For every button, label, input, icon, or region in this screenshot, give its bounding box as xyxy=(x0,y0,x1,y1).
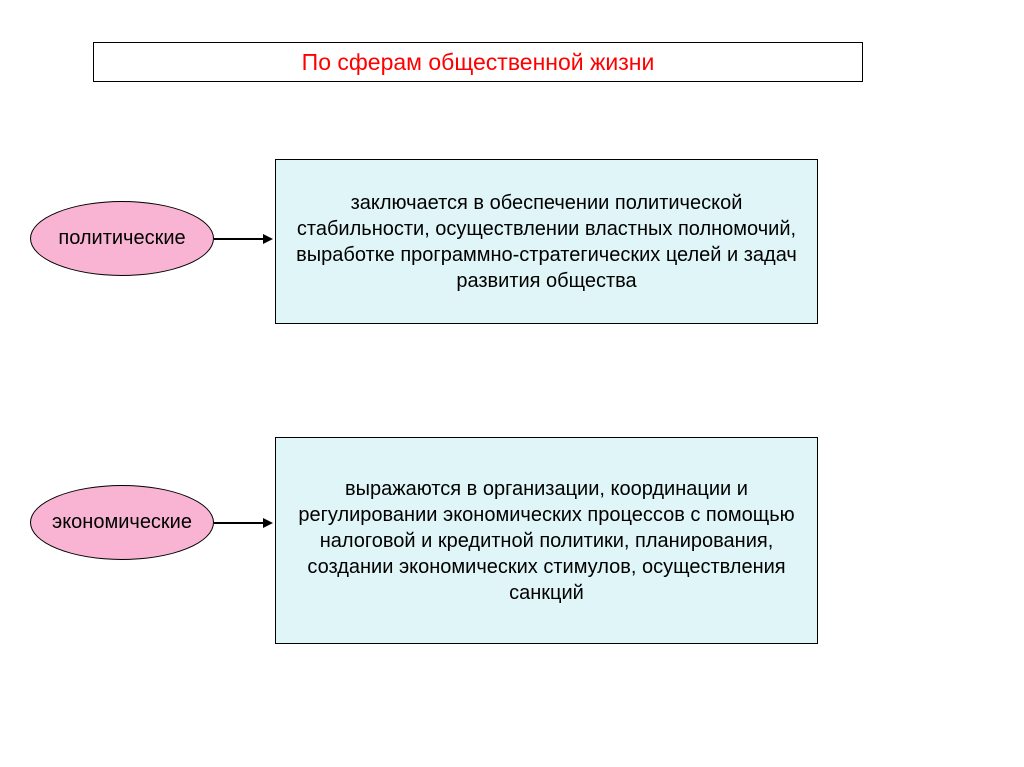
desc-political-text: заключается в обеспечении политической с… xyxy=(286,190,807,294)
desc-economic-text: выражаются в организации, координации и … xyxy=(286,476,807,606)
title-text: По сферам общественной жизни xyxy=(302,49,655,76)
arrow-political xyxy=(214,233,275,245)
ellipse-economic-label: экономические xyxy=(52,511,192,534)
arrow-economic xyxy=(214,517,275,529)
ellipse-political: политические xyxy=(30,201,214,276)
desc-political: заключается в обеспечении политической с… xyxy=(275,159,818,324)
title-box: По сферам общественной жизни xyxy=(93,42,863,82)
ellipse-political-label: политические xyxy=(58,227,185,250)
desc-economic: выражаются в организации, координации и … xyxy=(275,437,818,644)
ellipse-economic: экономические xyxy=(30,485,214,560)
